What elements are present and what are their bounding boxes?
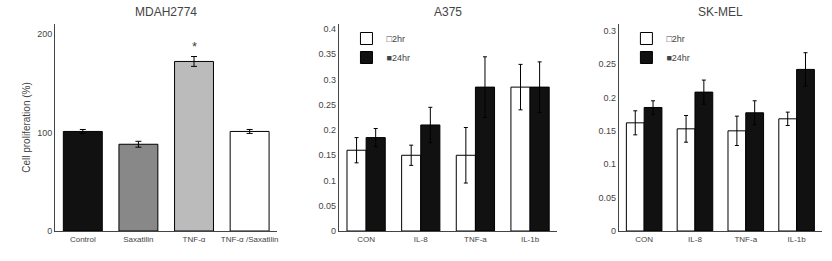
svg-text:0.4: 0.4 bbox=[323, 24, 336, 34]
svg-text:TNF-a: TNF-a bbox=[464, 235, 487, 244]
svg-text:□2hr: □2hr bbox=[386, 34, 404, 44]
svg-text:IL-8: IL-8 bbox=[414, 235, 428, 244]
svg-text:0: 0 bbox=[611, 226, 616, 236]
svg-text:200: 200 bbox=[37, 29, 52, 39]
svg-text:0.25: 0.25 bbox=[598, 59, 616, 69]
svg-text:TNF-a: TNF-a bbox=[734, 235, 757, 244]
svg-text:100: 100 bbox=[37, 128, 52, 138]
svg-text:0.2: 0.2 bbox=[603, 93, 616, 103]
svg-text:IL-1b: IL-1b bbox=[521, 235, 540, 244]
svg-text:0.3: 0.3 bbox=[323, 75, 336, 85]
svg-text:Cell proliferation (%): Cell proliferation (%) bbox=[21, 82, 32, 173]
svg-text:0.05: 0.05 bbox=[598, 193, 616, 203]
svg-text:■24hr: ■24hr bbox=[386, 53, 409, 63]
svg-text:0: 0 bbox=[331, 226, 336, 236]
svg-text:0: 0 bbox=[47, 226, 52, 236]
svg-text:0.2: 0.2 bbox=[323, 125, 336, 135]
svg-text:0.3: 0.3 bbox=[603, 26, 616, 36]
svg-text:SK-MEL: SK-MEL bbox=[698, 5, 743, 19]
svg-text:IL-8: IL-8 bbox=[688, 235, 702, 244]
svg-text:0.05: 0.05 bbox=[318, 201, 336, 211]
svg-text:0.15: 0.15 bbox=[318, 150, 336, 160]
svg-text:TNF-α: TNF-α bbox=[183, 235, 206, 244]
svg-text:0.35: 0.35 bbox=[318, 49, 336, 59]
svg-text:Saxatilin: Saxatilin bbox=[123, 235, 153, 244]
svg-text:0.15: 0.15 bbox=[598, 126, 616, 136]
svg-text:*: * bbox=[192, 39, 197, 54]
svg-text:IL-1b: IL-1b bbox=[787, 235, 806, 244]
svg-text:A375: A375 bbox=[434, 5, 462, 19]
svg-text:CON: CON bbox=[635, 235, 653, 244]
svg-text:CON: CON bbox=[357, 235, 375, 244]
svg-text:0.1: 0.1 bbox=[323, 176, 336, 186]
svg-text:Control: Control bbox=[70, 235, 96, 244]
svg-text:0.25: 0.25 bbox=[318, 100, 336, 110]
svg-text:□2hr: □2hr bbox=[666, 34, 684, 44]
svg-text:MDAH2774: MDAH2774 bbox=[135, 5, 197, 19]
svg-text:0.1: 0.1 bbox=[603, 159, 616, 169]
svg-text:■24hr: ■24hr bbox=[666, 53, 689, 63]
svg-text:TNF-α /Saxatilin: TNF-α /Saxatilin bbox=[221, 235, 279, 244]
